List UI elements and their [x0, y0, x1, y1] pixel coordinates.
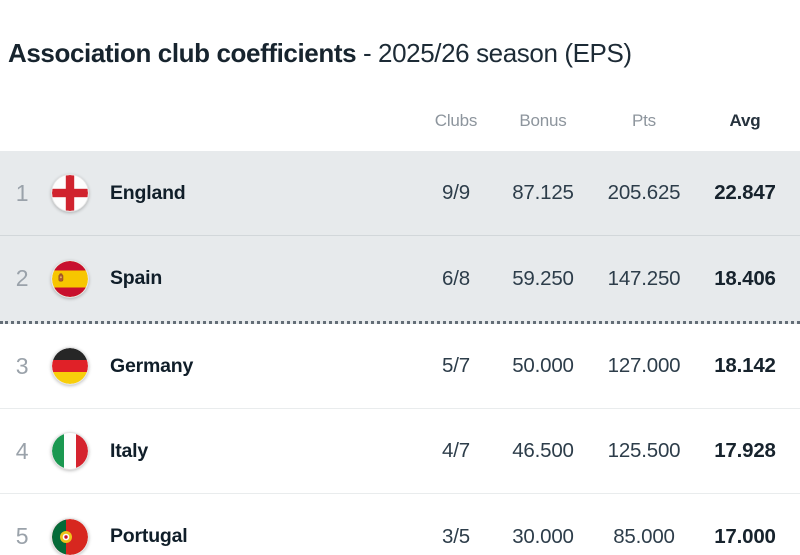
- page-title: Association club coefficients - 2025/26 …: [8, 38, 800, 69]
- rank-label: 5: [15, 523, 29, 549]
- avg-value: 17.928: [714, 439, 776, 462]
- clubs-value: 5/7: [442, 354, 470, 377]
- portugal-flag-icon: [51, 517, 89, 555]
- pts-value: 85.000: [613, 524, 675, 548]
- rank-label: 1: [15, 179, 29, 206]
- pts-value: 125.500: [607, 439, 681, 462]
- pts-value: 127.000: [607, 354, 681, 377]
- table-row-england[interactable]: 1 England 9/9 87.125 205.625 22.847: [0, 151, 800, 236]
- spain-flag-icon: [51, 259, 89, 298]
- table-row-germany[interactable]: 3 Germany 5/7 50.000 127.000 18.142: [0, 324, 800, 409]
- avg-value: 18.142: [714, 354, 776, 377]
- bonus-value: 30.000: [512, 524, 574, 548]
- column-header-bonus: Bonus: [519, 111, 567, 130]
- bonus-value: 46.500: [512, 439, 574, 462]
- page-title-main: Association club coefficients: [8, 38, 357, 68]
- bonus-value: 59.250: [512, 266, 574, 290]
- table-row-portugal[interactable]: 5 Portugal 3/5 30.000 85.000 17.000: [0, 494, 800, 555]
- page-title-suffix: - 2025/26 season (EPS): [356, 38, 632, 68]
- avg-value: 18.406: [714, 266, 776, 290]
- bonus-value: 87.125: [512, 181, 574, 204]
- clubs-value: 3/5: [442, 524, 470, 548]
- table-row-spain[interactable]: 2 Spain 6/8 59.250 147.250: [0, 236, 800, 321]
- country-name: Italy: [110, 439, 149, 462]
- clubs-value: 9/9: [442, 181, 470, 204]
- pts-value: 147.250: [607, 266, 681, 290]
- rank-label: 4: [15, 437, 29, 464]
- column-header-avg: Avg: [729, 111, 761, 130]
- column-header-pts: Pts: [632, 111, 656, 130]
- country-name: Portugal: [110, 525, 188, 547]
- pts-value: 205.625: [607, 181, 681, 204]
- remaining-rows-block: 3 Germany 5/7 50.000 127.000 18.142 4: [0, 324, 800, 555]
- bonus-value: 50.000: [512, 354, 574, 377]
- column-header-clubs: Clubs: [434, 111, 478, 130]
- table-header-row: Clubs Bonus Pts Avg: [0, 99, 800, 143]
- rank-label: 3: [15, 352, 29, 379]
- qualified-rows-block: 1 England 9/9 87.125 205.625 22.847 2: [0, 151, 800, 324]
- avg-value: 22.847: [714, 181, 776, 204]
- england-flag-icon: [51, 174, 89, 212]
- country-name: England: [110, 181, 186, 204]
- rank-label: 2: [15, 265, 29, 291]
- country-name: Spain: [110, 267, 163, 289]
- country-name: Germany: [110, 354, 194, 377]
- clubs-value: 4/7: [442, 439, 470, 462]
- germany-flag-icon: [51, 347, 89, 385]
- clubs-value: 6/8: [442, 266, 470, 290]
- table-row-italy[interactable]: 4 Italy 4/7 46.500 125.500 17.928: [0, 409, 800, 494]
- italy-flag-icon: [51, 432, 89, 470]
- avg-value: 17.000: [714, 524, 776, 548]
